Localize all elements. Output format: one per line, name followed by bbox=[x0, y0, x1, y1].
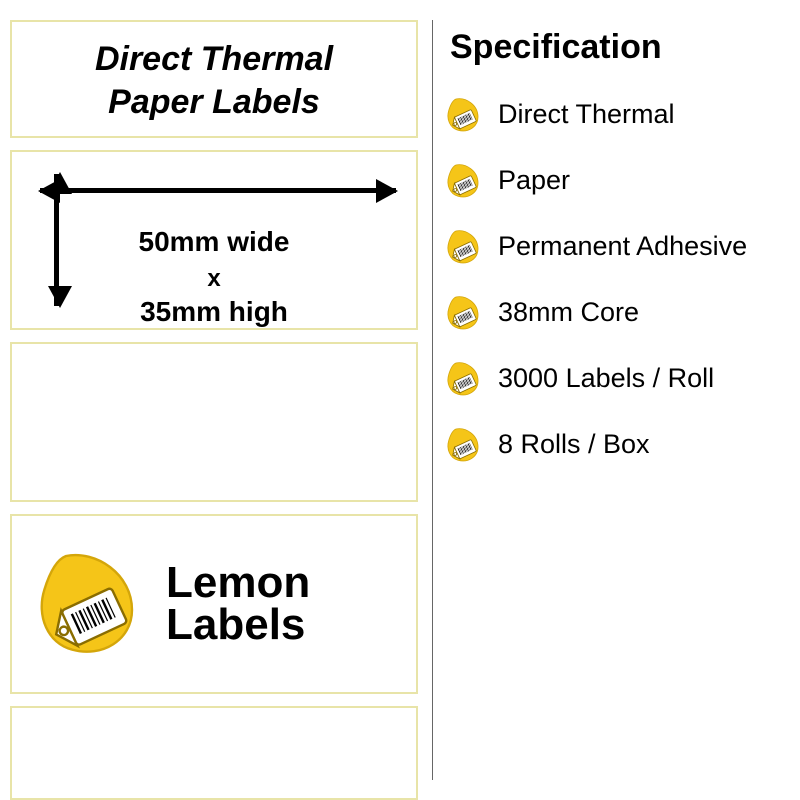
title-line2: Paper Labels bbox=[12, 81, 416, 124]
lemon-logo-icon bbox=[30, 544, 150, 664]
title-panel: Direct Thermal Paper Labels bbox=[10, 20, 418, 138]
spec-label: 38mm Core bbox=[498, 297, 639, 328]
lemon-bullet-icon bbox=[444, 95, 484, 135]
brand-panel: Lemon Labels bbox=[10, 514, 418, 694]
brand-line2: Labels bbox=[166, 604, 310, 646]
bottom-blank-panel bbox=[10, 706, 418, 800]
label-preview-column: Direct Thermal Paper Labels 50mm wide x … bbox=[0, 0, 428, 800]
spec-label: Permanent Adhesive bbox=[498, 231, 747, 262]
spec-label: Direct Thermal bbox=[498, 99, 675, 130]
spec-label: 8 Rolls / Box bbox=[498, 429, 650, 460]
width-value: 50mm wide bbox=[139, 226, 290, 257]
lemon-bullet-icon bbox=[444, 425, 484, 465]
height-value: 35mm high bbox=[140, 296, 288, 327]
dimensions-text: 50mm wide x 35mm high bbox=[12, 224, 416, 329]
spec-label: 3000 Labels / Roll bbox=[498, 363, 714, 394]
lemon-bullet-icon bbox=[444, 161, 484, 201]
column-divider bbox=[432, 20, 433, 780]
specification-column: Specification Direct Thermal Paper Perma… bbox=[440, 0, 800, 800]
lemon-bullet-icon bbox=[444, 227, 484, 267]
width-arrow-icon bbox=[40, 188, 396, 193]
spec-item-labels-per-roll: 3000 Labels / Roll bbox=[440, 359, 800, 399]
lemon-bullet-icon bbox=[444, 359, 484, 399]
brand-line1: Lemon bbox=[166, 562, 310, 604]
title-line1: Direct Thermal bbox=[12, 38, 416, 81]
spec-item-core: 38mm Core bbox=[440, 293, 800, 333]
spec-item-paper: Paper bbox=[440, 161, 800, 201]
blank-label-panel bbox=[10, 342, 418, 502]
spec-heading: Specification bbox=[440, 28, 800, 67]
dimensions-panel: 50mm wide x 35mm high bbox=[10, 150, 418, 330]
lemon-bullet-icon bbox=[444, 293, 484, 333]
spec-item-rolls-per-box: 8 Rolls / Box bbox=[440, 425, 800, 465]
dimensions-x: x bbox=[207, 265, 220, 292]
brand-text: Lemon Labels bbox=[166, 562, 310, 646]
spec-item-adhesive: Permanent Adhesive bbox=[440, 227, 800, 267]
spec-item-direct-thermal: Direct Thermal bbox=[440, 95, 800, 135]
spec-label: Paper bbox=[498, 165, 570, 196]
